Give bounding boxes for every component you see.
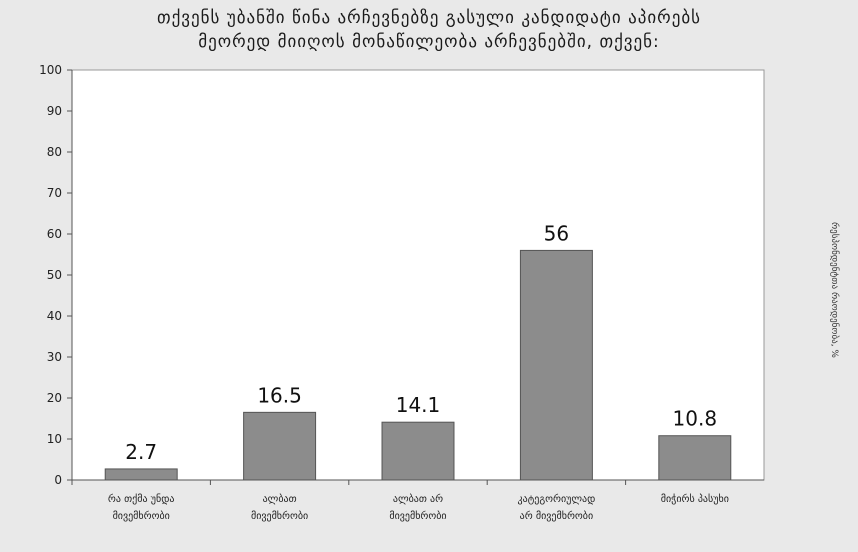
y-tick-label: 20 — [47, 391, 62, 405]
bars: 2.7 16.5 14.1 56 10.8 — [104, 221, 732, 481]
bar-value-label: 56 — [544, 221, 569, 245]
y-tick-label: 90 — [47, 104, 62, 118]
y-axis-title: რესპონდენტთა რაოდენობა, % — [829, 222, 839, 358]
bar-value-label: 2.7 — [125, 440, 157, 464]
y-tick-label: 50 — [47, 268, 62, 282]
x-tick-label: კატეგორიულად — [518, 493, 596, 505]
x-tick-label: მივემხრობი — [389, 510, 446, 522]
chart-title: თქვენს უბანში წინა არჩევნებზე გასული კან… — [0, 6, 858, 54]
y-tick-label: 40 — [47, 309, 62, 323]
y-tick-label: 10 — [47, 432, 62, 446]
x-axis-labels: რა თქმა უნდა მივემხრობი ალბათ მივემხრობი ალბ… — [71, 480, 729, 522]
chart-title-line-1: თქვენს უბანში წინა არჩევნებზე გასული კან… — [156, 8, 702, 28]
y-tick-label: 0 — [54, 473, 62, 487]
chart-title-line-2: მეორედ მიიღოს მონაწილეობა არჩევნებში, თქ… — [198, 32, 660, 52]
x-tick-label: არ მივემხრობი — [520, 510, 593, 522]
plot-area — [71, 69, 765, 481]
y-tick-label: 30 — [47, 350, 62, 364]
x-tick-label: რა თქმა უნდა — [108, 493, 175, 505]
bar — [658, 435, 732, 481]
bar-value-label: 14.1 — [396, 393, 441, 417]
y-tick-label: 60 — [47, 227, 62, 241]
x-tick-label: მიჭირს პასუხი — [661, 493, 729, 505]
y-tick-label: 70 — [47, 186, 62, 200]
x-tick-label: ალბათ არ — [393, 493, 443, 505]
bar-value-label: 10.8 — [673, 407, 718, 431]
bar — [381, 421, 455, 481]
x-tick-label: მივემხრობი — [113, 510, 170, 522]
x-tick-label: ალბათ — [263, 493, 297, 505]
y-tick-label: 80 — [47, 145, 62, 159]
y-axis: 0 10 20 30 40 50 60 70 80 90 100 — [39, 63, 764, 487]
bar — [104, 468, 178, 481]
y-tick-label: 100 — [39, 63, 62, 77]
bar — [519, 249, 593, 481]
bar — [243, 411, 317, 481]
x-tick-label: მივემხრობი — [251, 510, 308, 522]
bar-value-label: 16.5 — [257, 383, 302, 407]
